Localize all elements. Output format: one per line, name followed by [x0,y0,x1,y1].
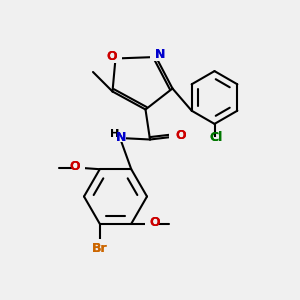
FancyBboxPatch shape [94,239,106,248]
Text: H: H [110,129,119,140]
Text: O: O [106,50,117,64]
Text: N: N [116,131,127,144]
FancyBboxPatch shape [114,134,126,142]
Text: N: N [116,131,127,144]
FancyBboxPatch shape [150,53,162,61]
Text: O: O [70,160,80,173]
Text: O: O [70,160,80,173]
Text: O: O [176,128,186,142]
FancyBboxPatch shape [169,132,181,141]
Text: Cl: Cl [209,131,223,144]
FancyBboxPatch shape [73,164,85,172]
Text: Cl: Cl [209,131,223,144]
Text: O: O [106,50,117,64]
Text: H: H [110,129,119,140]
FancyBboxPatch shape [208,137,220,145]
Text: N: N [154,47,165,61]
Text: Br: Br [92,242,108,255]
Text: Br: Br [92,242,108,255]
Text: N: N [154,47,165,61]
FancyBboxPatch shape [110,54,122,63]
Text: O: O [176,128,186,142]
FancyBboxPatch shape [145,220,157,228]
Text: O: O [149,216,160,229]
Text: O: O [149,216,160,229]
